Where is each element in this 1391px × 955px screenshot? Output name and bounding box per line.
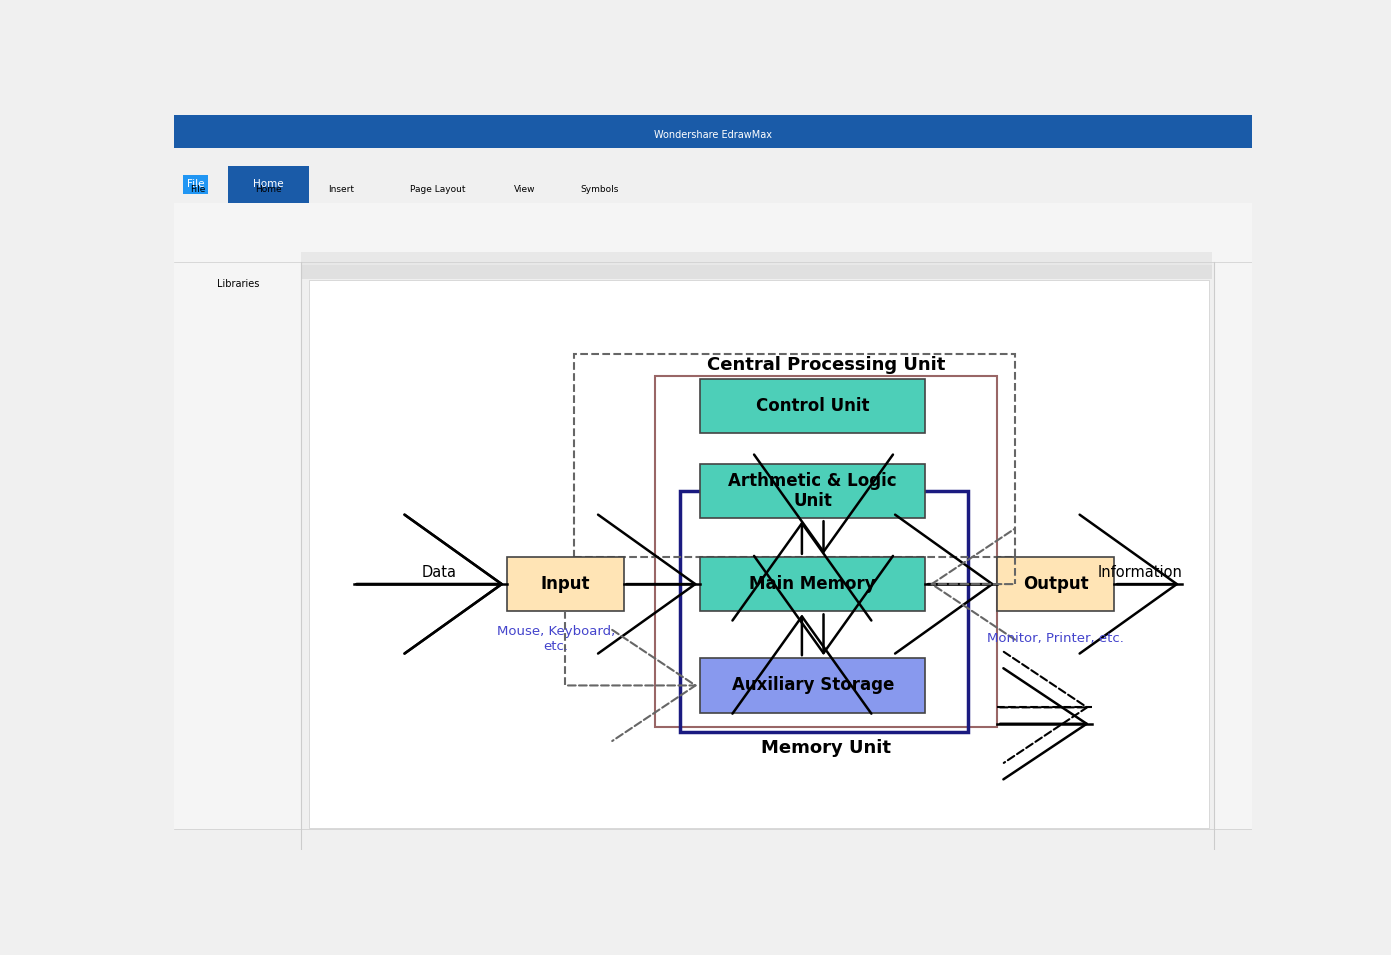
- Text: Output: Output: [1022, 575, 1089, 593]
- Bar: [174, 829, 1252, 850]
- Bar: [300, 265, 1212, 279]
- Text: File: File: [191, 185, 206, 194]
- Bar: [174, 236, 1252, 262]
- Text: Information: Information: [1097, 564, 1182, 580]
- Text: Mouse, Keyboard,
etc.: Mouse, Keyboard, etc.: [497, 625, 615, 653]
- Bar: [997, 557, 1114, 611]
- Bar: [300, 252, 1212, 265]
- Text: View: View: [513, 185, 536, 194]
- Bar: [1214, 262, 1252, 850]
- Text: Auxiliary Storage: Auxiliary Storage: [732, 676, 894, 694]
- Text: Home: Home: [253, 180, 284, 189]
- Text: Home: Home: [256, 185, 282, 194]
- Bar: [700, 658, 925, 712]
- Text: Data: Data: [421, 564, 456, 580]
- Bar: [680, 491, 968, 732]
- Bar: [228, 166, 309, 202]
- Text: Input: Input: [541, 575, 590, 593]
- Bar: [309, 280, 1209, 828]
- Text: Memory Unit: Memory Unit: [761, 739, 892, 757]
- Text: Monitor, Printer, etc.: Monitor, Printer, etc.: [988, 632, 1124, 646]
- Bar: [174, 148, 1252, 202]
- Bar: [655, 376, 997, 727]
- Bar: [506, 557, 623, 611]
- Bar: [700, 557, 925, 611]
- Text: Insert: Insert: [328, 185, 353, 194]
- Text: Arthmetic & Logic
Unit: Arthmetic & Logic Unit: [729, 472, 897, 510]
- Text: Page Layout: Page Layout: [410, 185, 466, 194]
- Bar: [174, 202, 1252, 236]
- Bar: [700, 463, 925, 519]
- Text: Control Unit: Control Unit: [755, 397, 869, 415]
- Text: Libraries: Libraries: [217, 279, 260, 288]
- Bar: [174, 115, 1252, 148]
- Bar: [174, 262, 300, 850]
- Text: Wondershare EdrawMax: Wondershare EdrawMax: [654, 130, 772, 140]
- Bar: [574, 354, 1015, 557]
- Text: Central Processing Unit: Central Processing Unit: [707, 356, 946, 374]
- Text: File: File: [186, 180, 204, 189]
- Text: Symbols: Symbols: [580, 185, 619, 194]
- Bar: [700, 379, 925, 434]
- Text: Main Memory: Main Memory: [750, 575, 876, 593]
